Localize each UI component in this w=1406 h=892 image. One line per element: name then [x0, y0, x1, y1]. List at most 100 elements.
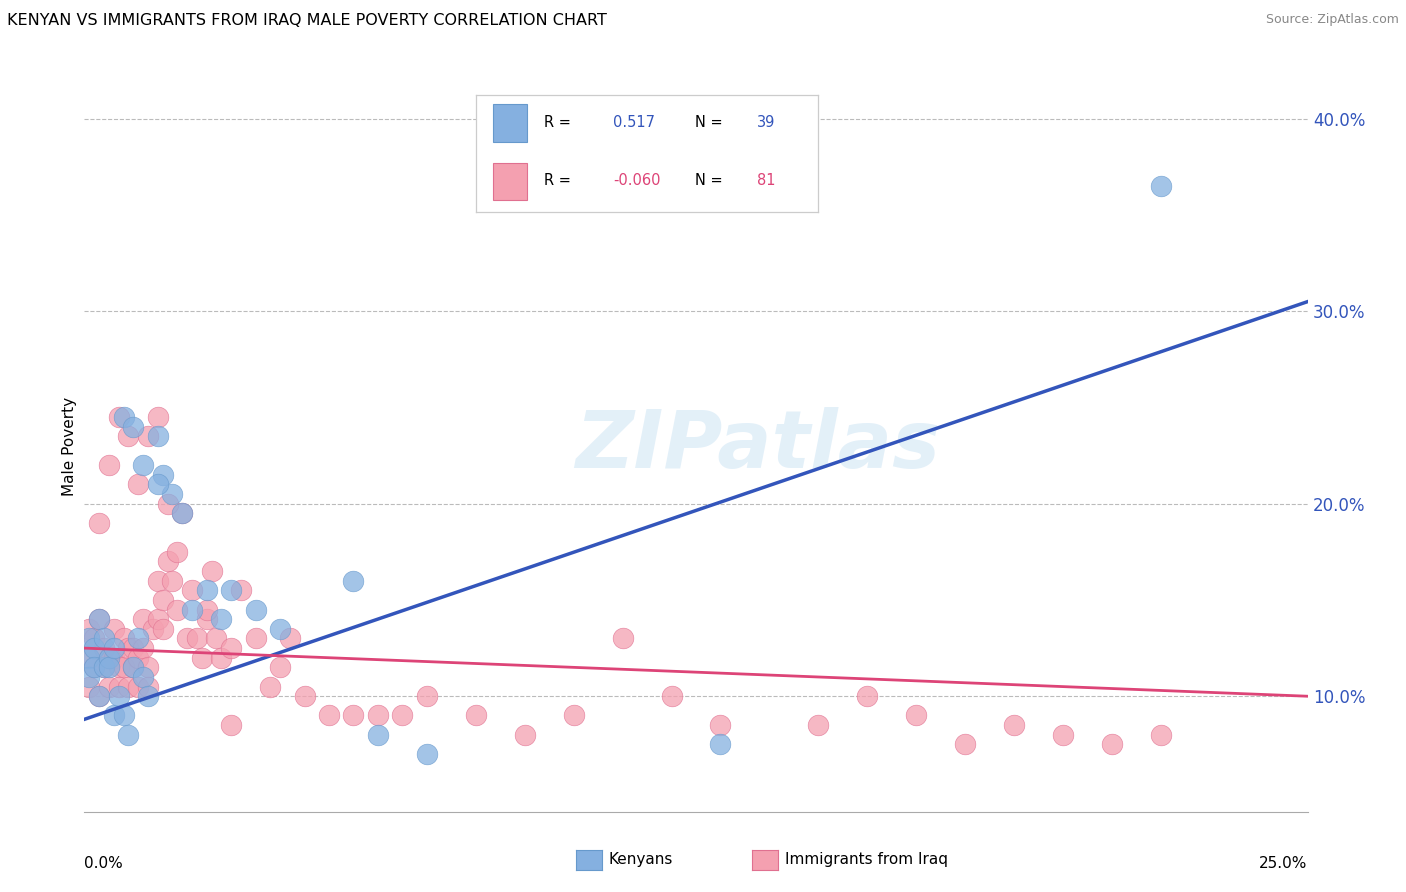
Point: [107, 680, 129, 694]
Point: [709, 718, 731, 732]
Point: [278, 632, 301, 646]
Point: [112, 632, 135, 646]
Point: [181, 602, 204, 616]
Point: [117, 680, 139, 694]
Point: [93, 660, 115, 674]
Point: [146, 612, 169, 626]
Point: [245, 602, 267, 616]
Point: [127, 650, 149, 665]
Point: [219, 583, 242, 598]
Point: [117, 429, 139, 443]
Point: [181, 583, 204, 598]
Point: [132, 458, 155, 473]
Point: [77, 650, 100, 665]
Text: Source: ZipAtlas.com: Source: ZipAtlas.com: [1265, 13, 1399, 27]
Point: [807, 718, 830, 732]
Point: [112, 410, 135, 425]
Point: [464, 708, 486, 723]
Point: [219, 718, 242, 732]
Point: [103, 708, 125, 723]
Point: [132, 612, 155, 626]
Point: [562, 708, 585, 723]
Point: [1150, 728, 1173, 742]
Point: [97, 680, 120, 694]
Point: [132, 670, 155, 684]
Text: Kenyans: Kenyans: [609, 853, 673, 867]
Text: KENYAN VS IMMIGRANTS FROM IRAQ MALE POVERTY CORRELATION CHART: KENYAN VS IMMIGRANTS FROM IRAQ MALE POVE…: [7, 13, 607, 29]
Point: [122, 641, 145, 656]
Point: [661, 690, 683, 704]
Point: [209, 650, 232, 665]
Text: ZIPatlas: ZIPatlas: [575, 407, 939, 485]
Point: [269, 660, 291, 674]
Point: [77, 670, 100, 684]
Point: [229, 583, 252, 598]
Point: [77, 680, 100, 694]
Point: [127, 477, 149, 491]
Point: [136, 690, 159, 704]
Point: [176, 632, 198, 646]
Point: [856, 690, 879, 704]
Point: [342, 574, 364, 588]
Point: [709, 737, 731, 751]
Point: [107, 690, 129, 704]
Text: 0.0%: 0.0%: [84, 855, 124, 871]
Point: [152, 467, 174, 482]
Y-axis label: Male Poverty: Male Poverty: [62, 396, 77, 496]
Point: [93, 632, 115, 646]
Point: [77, 622, 100, 636]
Point: [318, 708, 340, 723]
Point: [294, 690, 316, 704]
Point: [87, 690, 110, 704]
Point: [209, 612, 232, 626]
Point: [97, 660, 120, 674]
Point: [83, 641, 105, 656]
Text: Immigrants from Iraq: Immigrants from Iraq: [785, 853, 948, 867]
Point: [269, 622, 291, 636]
Point: [172, 507, 194, 521]
Point: [97, 650, 120, 665]
Point: [136, 660, 159, 674]
Point: [191, 650, 214, 665]
Point: [142, 622, 165, 636]
Point: [162, 574, 184, 588]
Point: [156, 497, 179, 511]
Point: [93, 660, 115, 674]
Point: [416, 690, 439, 704]
Point: [152, 622, 174, 636]
Point: [195, 612, 218, 626]
Point: [953, 737, 976, 751]
Point: [127, 632, 149, 646]
Point: [87, 612, 110, 626]
Point: [112, 708, 135, 723]
Point: [136, 429, 159, 443]
Point: [156, 554, 179, 568]
Point: [117, 641, 139, 656]
Point: [186, 632, 208, 646]
Point: [107, 660, 129, 674]
Point: [245, 632, 267, 646]
Point: [93, 641, 115, 656]
Point: [612, 632, 634, 646]
Point: [152, 593, 174, 607]
Point: [166, 545, 188, 559]
Point: [905, 708, 928, 723]
Point: [367, 728, 389, 742]
Point: [87, 516, 110, 530]
Point: [122, 419, 145, 434]
Point: [103, 641, 125, 656]
Point: [112, 660, 135, 674]
Point: [97, 650, 120, 665]
Point: [367, 708, 389, 723]
Point: [166, 602, 188, 616]
Point: [83, 660, 105, 674]
Point: [259, 680, 281, 694]
Point: [146, 410, 169, 425]
Point: [87, 612, 110, 626]
Point: [195, 583, 218, 598]
Point: [122, 660, 145, 674]
Point: [117, 728, 139, 742]
Point: [83, 660, 105, 674]
Point: [83, 632, 105, 646]
Text: 25.0%: 25.0%: [1260, 855, 1308, 871]
